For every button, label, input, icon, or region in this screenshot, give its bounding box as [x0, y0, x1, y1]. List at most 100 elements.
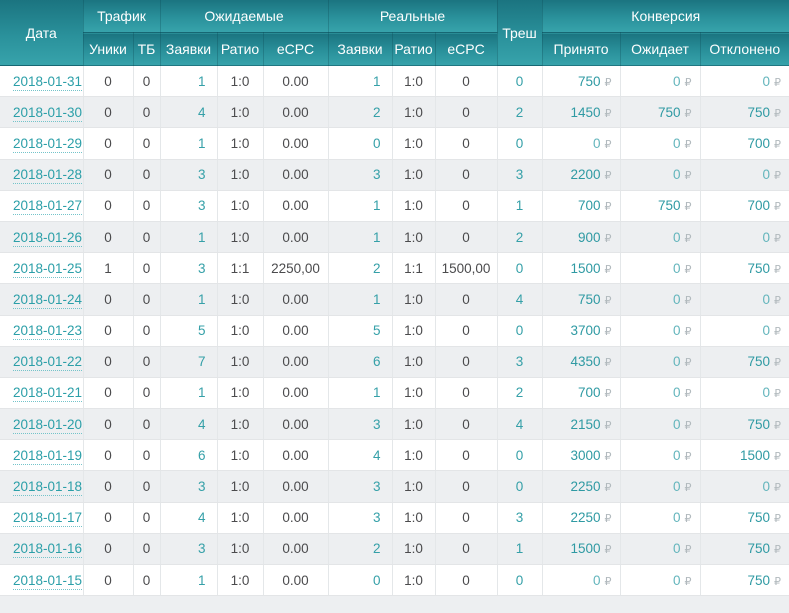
date-link[interactable]: 2018-01-23 [13, 323, 83, 341]
amount-value: 900 [577, 229, 601, 245]
date-link[interactable]: 2018-01-15 [13, 572, 83, 590]
date-link[interactable]: 2018-01-19 [13, 447, 83, 465]
cell-uniques: 1 [83, 252, 134, 285]
cell-tb: 0 [133, 283, 161, 316]
cell-expected-ecpc: 0.00 [263, 283, 329, 316]
cell-real-apps: 2 [328, 533, 393, 566]
date-link[interactable]: 2018-01-16 [13, 541, 83, 559]
date-cell: 2018-01-26 [0, 221, 84, 254]
ruble-sign: ₽ [684, 170, 692, 183]
amount-value: 750 [577, 73, 601, 89]
ruble-sign: ₽ [684, 294, 692, 307]
ruble-sign: ₽ [604, 326, 612, 339]
ruble-sign: ₽ [604, 170, 612, 183]
cell-tb: 0 [133, 470, 161, 503]
cell-expected-apps: 3 [160, 252, 218, 285]
amount-value: 4350 [570, 354, 601, 370]
cell-pending: 0 ₽ [620, 127, 701, 160]
date-link[interactable]: 2018-01-18 [13, 479, 83, 497]
cell-trash: 0 [497, 252, 543, 285]
cell-real-ratio: 1:0 [392, 470, 436, 503]
cell-real-ecpc: 1500,00 [435, 252, 498, 285]
cell-real-apps: 1 [328, 283, 393, 316]
date-link[interactable]: 2018-01-28 [13, 167, 83, 185]
amount-value: 750 [747, 510, 771, 526]
table-row: 2018-01-30 0 0 4 1:0 0.00 2 1:0 0 2 1450 ₽750 ₽750 ₽ [0, 96, 789, 129]
cell-expected-ecpc: 0.00 [263, 159, 329, 191]
ruble-sign: ₽ [684, 419, 692, 432]
cell-uniques: 0 [83, 502, 134, 534]
cell-declined: 0 ₽ [700, 65, 789, 98]
cell-expected-ecpc: 0.00 [263, 346, 329, 378]
cell-real-ratio: 1:0 [392, 346, 436, 378]
amount-value: 0 [673, 479, 681, 495]
cell-tb: 0 [133, 190, 161, 222]
cell-tb: 0 [133, 252, 161, 285]
date-link[interactable]: 2018-01-24 [13, 291, 83, 309]
cell-tb: 0 [133, 533, 161, 566]
cell-expected-apps: 4 [160, 96, 218, 129]
table-row: 2018-01-24 0 0 1 1:0 0.00 1 1:0 0 4 750 ₽0 ₽0 ₽ [0, 283, 789, 316]
amount-value: 0 [762, 229, 771, 245]
cell-real-ecpc: 0 [435, 470, 498, 503]
date-cell: 2018-01-31 [0, 65, 84, 98]
cell-tb: 0 [133, 408, 161, 441]
cell-real-ratio: 1:1 [392, 252, 436, 285]
date-link[interactable]: 2018-01-30 [13, 104, 83, 122]
amount-value: 0 [673, 135, 681, 151]
table-row: 2018-01-29 0 0 1 1:0 0.00 0 1:0 0 0 0 ₽0 ₽700 ₽ [0, 127, 789, 160]
cell-real-apps: 2 [328, 96, 393, 129]
date-link[interactable]: 2018-01-21 [13, 385, 83, 403]
cell-expected-ecpc: 0.00 [263, 502, 329, 534]
date-link[interactable]: 2018-01-26 [13, 229, 83, 247]
cell-expected-ratio: 1:0 [217, 127, 264, 160]
date-link[interactable]: 2018-01-31 [13, 73, 83, 91]
ruble-sign: ₽ [684, 450, 692, 463]
cell-real-ratio: 1:0 [392, 564, 436, 597]
date-link[interactable]: 2018-01-27 [13, 198, 83, 216]
ruble-sign: ₽ [774, 419, 782, 432]
ruble-sign: ₽ [684, 482, 692, 495]
date-link[interactable]: 2018-01-25 [13, 260, 83, 278]
cell-declined: 700 ₽ [700, 190, 789, 222]
cell-real-apps: 3 [328, 470, 393, 503]
cell-uniques: 0 [83, 283, 134, 316]
cell-expected-ratio: 1:0 [217, 564, 264, 597]
ruble-sign: ₽ [774, 232, 782, 245]
cell-real-apps: 6 [328, 346, 393, 378]
ruble-sign: ₽ [684, 263, 692, 276]
amount-value: 0 [593, 135, 601, 151]
ruble-sign: ₽ [684, 357, 692, 370]
date-link[interactable]: 2018-01-20 [13, 416, 83, 434]
cell-expected-apps: 1 [160, 221, 218, 254]
cell-real-ratio: 1:0 [392, 127, 436, 160]
ruble-sign: ₽ [774, 357, 782, 370]
cell-expected-ecpc: 0.00 [263, 315, 329, 347]
table-row: 2018-01-15 0 0 1 1:0 0.00 0 1:0 0 0 0 ₽0 ₽750 ₽ [0, 564, 789, 597]
cell-declined: 0 ₽ [700, 159, 789, 191]
cell-real-apps: 1 [328, 65, 393, 98]
date-link[interactable]: 2018-01-29 [13, 135, 83, 153]
ruble-sign: ₽ [774, 170, 782, 183]
cell-real-ecpc: 0 [435, 221, 498, 254]
cell-real-apps: 1 [328, 377, 393, 410]
ruble-sign: ₽ [774, 294, 782, 307]
date-link[interactable]: 2018-01-22 [13, 354, 83, 372]
ruble-sign: ₽ [774, 575, 782, 588]
cell-declined: 1500 ₽ [700, 439, 789, 472]
cell-trash: 2 [497, 377, 543, 410]
ruble-sign: ₽ [774, 326, 782, 339]
header-real-ecpc: eCPC [435, 32, 498, 66]
cell-real-ecpc: 0 [435, 439, 498, 472]
amount-value: 750 [747, 260, 771, 276]
ruble-sign: ₽ [774, 263, 782, 276]
ruble-sign: ₽ [604, 76, 612, 89]
amount-value: 2250 [570, 479, 601, 495]
cell-uniques: 0 [83, 190, 134, 222]
cell-expected-apps: 7 [160, 346, 218, 378]
table-row: 2018-01-31 0 0 1 1:0 0.00 1 1:0 0 0 750 ₽0 ₽0 ₽ [0, 65, 789, 98]
cell-uniques: 0 [83, 221, 134, 254]
amount-value: 0 [673, 385, 681, 401]
cell-real-ecpc: 0 [435, 159, 498, 191]
date-link[interactable]: 2018-01-17 [13, 510, 83, 528]
